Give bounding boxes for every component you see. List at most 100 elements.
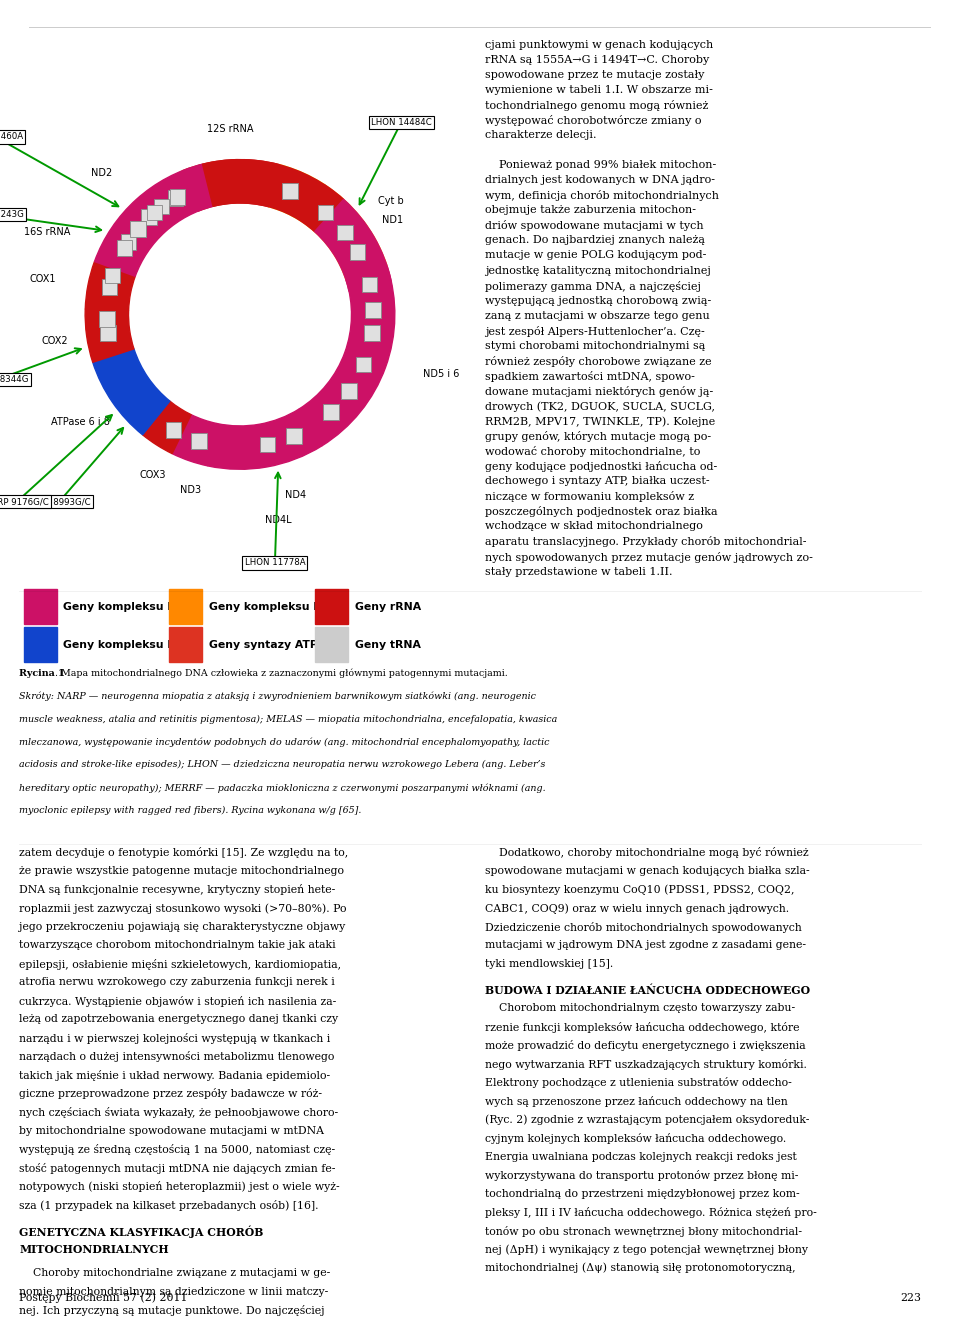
- Text: aparatu translacyjnego. Przykłady chorób mitochondrial-: aparatu translacyjnego. Przykłady chorób…: [485, 536, 806, 548]
- Text: poszczególnych podjednostek oraz białka: poszczególnych podjednostek oraz białka: [485, 506, 717, 518]
- Text: Choroby mitochondrialne związane z mutacjami w ge-: Choroby mitochondrialne związane z mutac…: [19, 1268, 330, 1279]
- Text: (Ryc. 2) zgodnie z wzrastającym potencjałem oksydoreduk-: (Ryc. 2) zgodnie z wzrastającym potencja…: [485, 1115, 809, 1125]
- Text: drialnych jest kodowanych w DNA jądro-: drialnych jest kodowanych w DNA jądro-: [485, 175, 715, 185]
- Text: nych spowodowanych przez mutacje genów jądrowych zo-: nych spowodowanych przez mutacje genów j…: [485, 552, 813, 563]
- FancyBboxPatch shape: [105, 267, 120, 283]
- Text: Chorobom mitochondrialnym często towarzyszy zabu-: Chorobom mitochondrialnym często towarzy…: [485, 1004, 795, 1013]
- Text: Dziedziczenie chorób mitochondrialnych spowodowanych: Dziedziczenie chorób mitochondrialnych s…: [485, 922, 802, 932]
- Bar: [24, 628, 57, 662]
- Text: nych częściach świata wykazały, że pełnoobjawowe choro-: nych częściach świata wykazały, że pełno…: [19, 1107, 338, 1117]
- Text: spadkiem zawartości mtDNA, spowo-: spadkiem zawartości mtDNA, spowo-: [485, 371, 695, 381]
- Text: mutacjami w jądrowym DNA jest zgodne z zasadami gene-: mutacjami w jądrowym DNA jest zgodne z z…: [485, 940, 805, 951]
- Text: tyki mendlowskiej [15].: tyki mendlowskiej [15].: [485, 959, 613, 969]
- Text: NARP 9176G/C: NARP 9176G/C: [0, 496, 49, 506]
- Text: ATPase 6 i 8: ATPase 6 i 8: [52, 417, 110, 426]
- Text: jest zespół Alpers-Huttenlocher’a. Czę-: jest zespół Alpers-Huttenlocher’a. Czę-: [485, 326, 705, 336]
- Text: niczące w formowaniu kompleksów z: niczące w formowaniu kompleksów z: [485, 491, 694, 502]
- FancyBboxPatch shape: [362, 277, 377, 293]
- Text: ND5 i 6: ND5 i 6: [422, 369, 459, 379]
- Wedge shape: [85, 262, 135, 311]
- FancyBboxPatch shape: [260, 437, 276, 453]
- Text: ND1: ND1: [382, 214, 403, 225]
- Text: rzenie funkcji kompleksów łańcucha oddechowego, które: rzenie funkcji kompleksów łańcucha oddec…: [485, 1022, 800, 1033]
- FancyBboxPatch shape: [117, 240, 132, 256]
- Text: hereditary optic neuropathy); MERRF — padaczka miokloniczna z czerwonymi poszarp: hereditary optic neuropathy); MERRF — pa…: [19, 782, 546, 793]
- Wedge shape: [207, 409, 322, 469]
- Text: LHON 11778A: LHON 11778A: [245, 559, 305, 568]
- Text: Postępy Biochemii 57 (2) 2011: Postępy Biochemii 57 (2) 2011: [19, 1294, 188, 1303]
- Bar: [169, 628, 203, 662]
- Text: również zespóły chorobowe związane ze: również zespóły chorobowe związane ze: [485, 356, 711, 367]
- FancyBboxPatch shape: [191, 433, 206, 449]
- Wedge shape: [93, 350, 170, 434]
- FancyBboxPatch shape: [366, 302, 381, 318]
- Bar: [24, 589, 57, 624]
- Text: mleczanowa, występowanie incydentów podobnych do udarów (ang. mitochondrial ence: mleczanowa, występowanie incydentów podo…: [19, 737, 550, 747]
- Text: wykorzystywana do transportu protonów przez błonę mi-: wykorzystywana do transportu protonów pr…: [485, 1170, 798, 1181]
- Text: występującą jednostką chorobową zwią-: występującą jednostką chorobową zwią-: [485, 295, 711, 306]
- Text: MERRF 8344G: MERRF 8344G: [0, 375, 29, 384]
- Wedge shape: [142, 401, 191, 454]
- Text: roplazmii jest zazwyczaj stosunkowo wysoki (>70–80%). Po: roplazmii jest zazwyczaj stosunkowo wyso…: [19, 903, 347, 914]
- Text: Geny kompleksu III: Geny kompleksu III: [209, 601, 325, 612]
- Text: występować chorobotwórcze zmiany o: występować chorobotwórcze zmiany o: [485, 115, 702, 126]
- Text: sza (1 przypadek na kilkaset przebadanych osób) [16].: sza (1 przypadek na kilkaset przebadanyc…: [19, 1200, 319, 1210]
- Text: MELAS 3243G: MELAS 3243G: [0, 211, 23, 220]
- Text: grupy genów, których mutacje mogą po-: grupy genów, których mutacje mogą po-: [485, 432, 711, 442]
- Text: narządu i w pierwszej kolejności występują w tkankach i: narządu i w pierwszej kolejności występu…: [19, 1033, 330, 1043]
- Text: jego przekroczeniu pojawiają się charakterystyczne objawy: jego przekroczeniu pojawiają się charakt…: [19, 922, 346, 932]
- FancyBboxPatch shape: [349, 244, 366, 260]
- Text: wych są przenoszone przez łańcuch oddechowy na tlen: wych są przenoszone przez łańcuch oddech…: [485, 1096, 787, 1107]
- Text: LHON 3460A: LHON 3460A: [0, 132, 23, 142]
- Text: atrofia nerwu wzrokowego czy zaburzenia funkcji nerek i: atrofia nerwu wzrokowego czy zaburzenia …: [19, 977, 335, 988]
- Text: giczne przeprowadzone przez zespóły badawcze w róż-: giczne przeprowadzone przez zespóły bada…: [19, 1088, 323, 1099]
- Text: obejmuje także zaburzenia mitochon-: obejmuje także zaburzenia mitochon-: [485, 205, 696, 216]
- Text: stymi chorobami mitochondrialnymi są: stymi chorobami mitochondrialnymi są: [485, 340, 706, 351]
- FancyBboxPatch shape: [121, 234, 136, 250]
- Text: ku biosyntezy koenzymu CoQ10 (PDSS1, PDSS2, COQ2,: ku biosyntezy koenzymu CoQ10 (PDSS1, PDS…: [485, 884, 794, 895]
- Text: nej. Ich przyczyną są mutacje punktowe. Do najczęściej: nej. Ich przyczyną są mutacje punktowe. …: [19, 1305, 324, 1316]
- Text: występują ze średną częstością 1 na 5000, natomiast czę-: występują ze średną częstością 1 na 5000…: [19, 1144, 335, 1155]
- Text: CABC1, COQ9) oraz w wielu innych genach jądrowych.: CABC1, COQ9) oraz w wielu innych genach …: [485, 903, 789, 914]
- Text: spowodowane mutacjami w genach kodujących białka szla-: spowodowane mutacjami w genach kodującyc…: [485, 866, 809, 876]
- Text: takich jak mięśnie i układ nerwowy. Badania epidemiolo-: takich jak mięśnie i układ nerwowy. Bada…: [19, 1070, 330, 1080]
- Text: COX2: COX2: [41, 335, 68, 346]
- Text: genach. Do najbardziej znanych należą: genach. Do najbardziej znanych należą: [485, 236, 705, 245]
- FancyBboxPatch shape: [364, 326, 379, 340]
- FancyBboxPatch shape: [337, 225, 352, 240]
- Text: pleksy I, III i IV łańcucha oddechowego. Różnica stężeń pro-: pleksy I, III i IV łańcucha oddechowego.…: [485, 1207, 817, 1218]
- Wedge shape: [300, 266, 395, 446]
- FancyBboxPatch shape: [147, 205, 162, 220]
- Text: zatem decyduje o fenotypie komórki [15]. Ze względu na to,: zatem decyduje o fenotypie komórki [15].…: [19, 847, 348, 858]
- Text: acidosis and stroke-like episodes); LHON — dziedziczna neuropatia nerwu wzrokowe: acidosis and stroke-like episodes); LHON…: [19, 760, 545, 769]
- Text: Geny tRNA: Geny tRNA: [355, 639, 420, 650]
- Bar: [169, 589, 203, 624]
- FancyBboxPatch shape: [324, 404, 339, 420]
- FancyBboxPatch shape: [286, 429, 301, 444]
- Text: myoclonic epilepsy with ragged red fibers). Rycina wykonana w/g [65].: myoclonic epilepsy with ragged red fiber…: [19, 806, 362, 816]
- Text: dowane mutacjami niektórych genów ją-: dowane mutacjami niektórych genów ją-: [485, 387, 713, 397]
- FancyBboxPatch shape: [131, 221, 146, 237]
- Text: Geny kompleksu IV: Geny kompleksu IV: [63, 639, 180, 650]
- FancyBboxPatch shape: [342, 383, 357, 399]
- Text: Cyt b: Cyt b: [378, 196, 404, 205]
- Text: mitochondrialnej (Δψ) stanowią siłę protonomotoryczną,: mitochondrialnej (Δψ) stanowią siłę prot…: [485, 1263, 796, 1274]
- Text: Ponieważ ponad 99% białek mitochon-: Ponieważ ponad 99% białek mitochon-: [485, 160, 716, 171]
- Text: 223: 223: [900, 1294, 922, 1303]
- Text: mutacje w genie POLG kodującym pod-: mutacje w genie POLG kodującym pod-: [485, 250, 707, 261]
- Text: polimerazy gamma DNA, a najczęściej: polimerazy gamma DNA, a najczęściej: [485, 281, 701, 291]
- Text: cyjnym kolejnych kompleksów łańcucha oddechowego.: cyjnym kolejnych kompleksów łańcucha odd…: [485, 1133, 786, 1144]
- Text: epilepsji, osłabienie mięśni szkieletowych, kardiomiopatia,: epilepsji, osłabienie mięśni szkieletowy…: [19, 959, 342, 969]
- Text: cukrzyca. Wystąpienie objawów i stopień ich nasilenia za-: cukrzyca. Wystąpienie objawów i stopień …: [19, 996, 336, 1006]
- FancyBboxPatch shape: [166, 422, 181, 437]
- Text: spowodowane przez te mutacje zostały: spowodowane przez te mutacje zostały: [485, 70, 705, 79]
- Text: dechowego i syntazy ATP, białka uczest-: dechowego i syntazy ATP, białka uczest-: [485, 477, 709, 486]
- Text: ND3: ND3: [180, 485, 201, 495]
- FancyBboxPatch shape: [318, 205, 333, 220]
- Text: BUDOWA I DZIAŁANIE ŁAŃCUCHA ODDECHOWEGO: BUDOWA I DZIAŁANIE ŁAŃCUCHA ODDECHOWEGO: [485, 985, 810, 996]
- Text: może prowadzić do deficytu energetycznego i zwiększenia: może prowadzić do deficytu energetyczneg…: [485, 1041, 805, 1051]
- Text: drowych (TK2, DGUOK, SUCLA, SUCLG,: drowych (TK2, DGUOK, SUCLA, SUCLG,: [485, 401, 715, 412]
- Text: Geny kompleksu I: Geny kompleksu I: [63, 601, 172, 612]
- Text: wymienione w tabeli 1.I. W obszarze mi-: wymienione w tabeli 1.I. W obszarze mi-: [485, 85, 712, 95]
- FancyBboxPatch shape: [101, 326, 116, 340]
